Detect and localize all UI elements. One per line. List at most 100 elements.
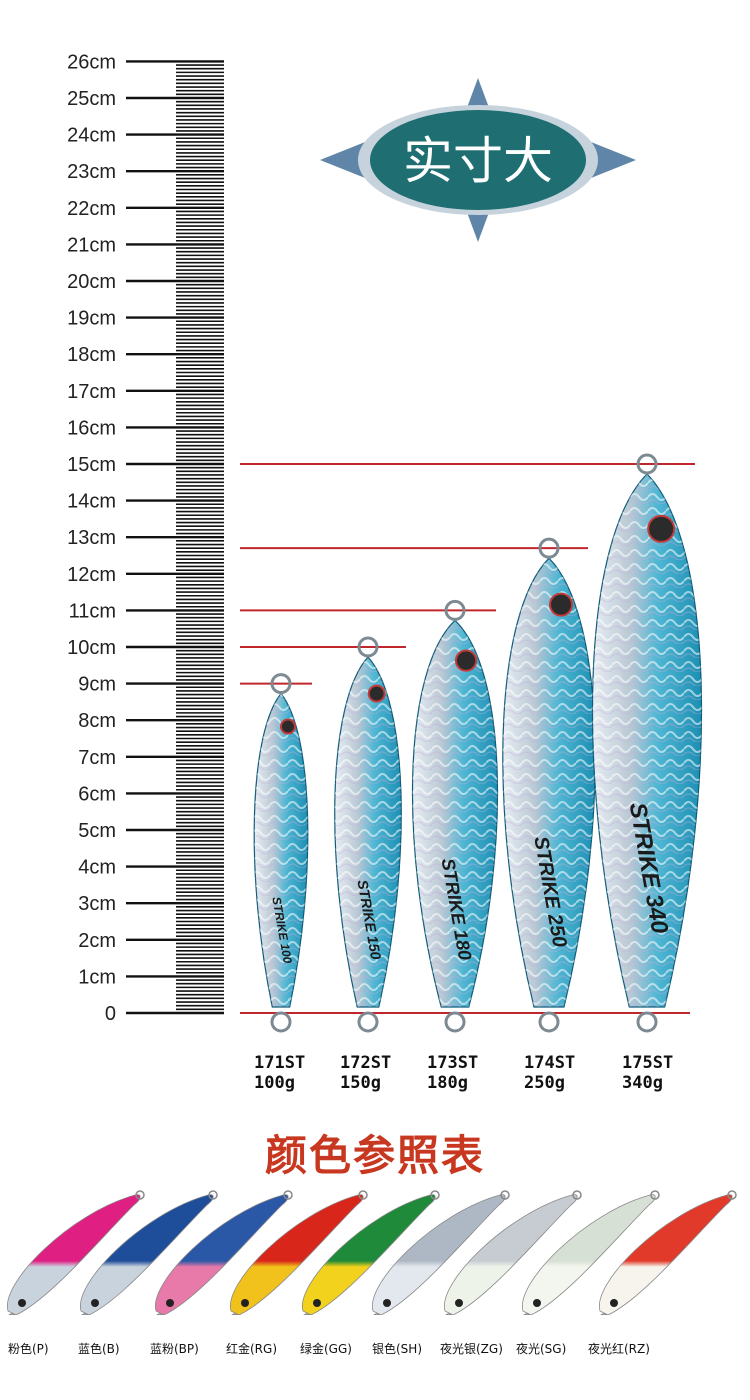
lure-eye [533, 1299, 541, 1307]
split-ring-icon [208, 1190, 218, 1200]
ruler-label: 6cm [78, 783, 116, 805]
lure-eye [313, 1299, 321, 1307]
split-ring-icon [444, 1011, 466, 1033]
split-ring-icon [81, 1313, 89, 1315]
model-weight: 180g [427, 1073, 468, 1093]
color-swatch [155, 1190, 293, 1315]
badge-text: 实寸大 [403, 133, 553, 189]
model-weight: 150g [340, 1073, 381, 1093]
lure-175st: STRIKE 340 [591, 453, 703, 1033]
split-ring-icon [523, 1313, 531, 1315]
ruler-label: 19cm [67, 308, 116, 330]
split-ring-icon [373, 1313, 381, 1315]
ruler-label: 26cm [67, 51, 116, 73]
model-code: 171ST [254, 1053, 306, 1073]
lure-holo-finish [334, 657, 402, 1007]
swatch-label: 绿金(GG) [300, 1342, 352, 1356]
color-swatch [302, 1190, 440, 1315]
ruler-label: 7cm [78, 747, 116, 769]
color-swatch [372, 1190, 510, 1315]
model-weight: 100g [254, 1073, 295, 1093]
lure-eye [454, 649, 478, 672]
mini-lure [372, 1194, 506, 1315]
lure-eye [455, 1299, 463, 1307]
color-swatch [444, 1190, 582, 1315]
mini-lure [444, 1194, 578, 1315]
model-code: 172ST [340, 1053, 392, 1073]
split-ring-icon [636, 453, 658, 475]
ruler-and-lures: 0 1cm 2cm 3cm 4cm 5cm 6cm 7cm 8cm 9cm 10cm 11cm 12cm… [67, 51, 703, 1033]
lure-174st: STRIKE 250 [502, 537, 596, 1033]
lure-eye [279, 718, 296, 735]
ruler-label: 2cm [78, 930, 116, 952]
ruler-label: 8cm [78, 710, 116, 732]
split-ring-icon [283, 1190, 293, 1200]
swatch-label: 蓝粉(BP) [150, 1342, 199, 1356]
ruler-label: 5cm [78, 820, 116, 842]
split-ring-icon [430, 1190, 440, 1200]
lure-eye [647, 514, 676, 543]
split-ring-icon [231, 1313, 239, 1315]
ruler-label: 17cm [67, 381, 116, 403]
model-weight: 340g [622, 1073, 663, 1093]
color-swatch [230, 1190, 368, 1315]
ruler-label: 24cm [67, 125, 116, 147]
split-ring-icon [357, 636, 379, 658]
split-ring-icon [538, 537, 560, 559]
split-ring-icon [135, 1190, 145, 1200]
ruler-label: 14cm [67, 491, 116, 513]
split-ring-icon [727, 1190, 737, 1200]
lure-holo-finish [502, 558, 596, 1007]
lure-eye [383, 1299, 391, 1307]
model-172: 172ST 150g [340, 1053, 430, 1093]
mini-lure [7, 1194, 141, 1315]
split-ring-icon [636, 1011, 658, 1033]
lure-eye [610, 1299, 618, 1307]
swatch-label: 银色(SH) [372, 1342, 423, 1356]
mini-lure [230, 1194, 364, 1315]
split-ring-icon [650, 1190, 660, 1200]
split-ring-icon [600, 1313, 608, 1315]
mini-lure [155, 1194, 289, 1315]
model-171: 171ST 100g [254, 1053, 344, 1093]
lure-row: STRIKE 100 STRIKE 150 STRIKE 180 STRIKE 250… [253, 453, 703, 1033]
ruler-label: 15cm [67, 454, 116, 476]
split-ring-icon [357, 1011, 379, 1033]
swatch-label: 粉色(P) [8, 1342, 49, 1356]
badge-body [370, 110, 586, 210]
color-swatches [7, 1190, 737, 1315]
ruler-label: 12cm [67, 564, 116, 586]
model-weight: 250g [524, 1073, 565, 1093]
split-ring-icon [270, 673, 292, 695]
lure-171st: STRIKE 100 [253, 673, 309, 1033]
swatch-label: 夜光(SG) [516, 1342, 567, 1356]
swatch-label: 夜光红(RZ) [588, 1342, 650, 1356]
color-swatch [80, 1190, 218, 1315]
lure-172st: STRIKE 150 [334, 636, 402, 1033]
mini-lure [522, 1194, 656, 1315]
lure-eye [18, 1299, 26, 1307]
lure-holo-finish [254, 693, 308, 1007]
ruler-label: 20cm [67, 271, 116, 293]
ruler-label: 22cm [67, 198, 116, 220]
ruler-label: 23cm [67, 161, 116, 183]
ruler-label: 0 [105, 1003, 116, 1025]
color-swatch [599, 1190, 737, 1315]
ruler-label: 3cm [78, 893, 116, 915]
split-ring-icon [538, 1011, 560, 1033]
ruler-label: 11cm [69, 600, 116, 622]
color-swatch [522, 1190, 660, 1315]
split-ring-icon [8, 1313, 16, 1315]
split-ring-icon [270, 1011, 292, 1033]
ruler-label: 21cm [67, 234, 116, 256]
lure-173st: STRIKE 180 [411, 599, 499, 1033]
ruler-label: 25cm [67, 88, 116, 110]
lure-holo-finish [412, 620, 498, 1007]
split-ring-icon [358, 1190, 368, 1200]
color-swatch [7, 1190, 145, 1315]
length-guides [240, 463, 695, 1014]
lure-eye [241, 1299, 249, 1307]
model-code: 175ST [622, 1053, 674, 1073]
swatch-label: 红金(RG) [226, 1342, 278, 1356]
ruler-label: 13cm [67, 527, 116, 549]
